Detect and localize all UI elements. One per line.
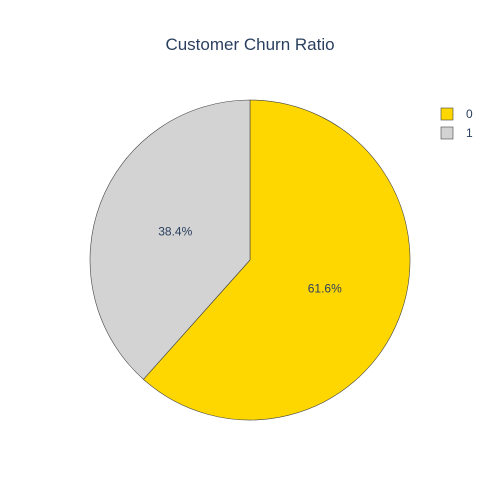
legend-label-1[interactable]: 1 xyxy=(466,126,473,140)
pie-slice-1 xyxy=(89,99,251,380)
legend-swatch-1[interactable] xyxy=(440,126,454,140)
pie-slice-0 xyxy=(143,99,411,421)
legend-swatch-0[interactable] xyxy=(440,107,454,121)
slice-labels: 61.6% 38.4% xyxy=(158,224,342,295)
chart-title: Customer Churn Ratio xyxy=(165,35,334,54)
slice-value-label-0: 61.6% xyxy=(308,282,342,296)
slice-value-label-1: 38.4% xyxy=(158,224,192,238)
pie-slices xyxy=(89,99,411,421)
legend-label-0[interactable]: 0 xyxy=(466,107,473,121)
legend: 01 xyxy=(440,107,473,140)
